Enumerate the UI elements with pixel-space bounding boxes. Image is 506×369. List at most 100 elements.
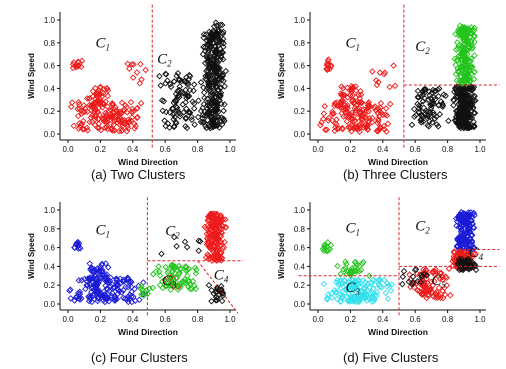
scatter-point-red — [77, 63, 85, 71]
scatter-point-blue — [136, 296, 143, 303]
scatter-point-red — [70, 122, 78, 130]
scatter-point-black — [466, 110, 473, 118]
scatter-point-black — [217, 53, 225, 60]
scatter-point-cyan — [368, 278, 375, 286]
scatter-point-red — [108, 126, 115, 133]
scatter-point-red — [130, 61, 137, 68]
x-tick-label: 0.6 — [410, 145, 422, 154]
scatter-point-blue — [71, 297, 78, 304]
scatter-point-red — [347, 123, 354, 131]
scatter-point-black — [418, 271, 425, 279]
scatter-point-green — [468, 37, 475, 45]
scatter-point-green — [342, 258, 349, 265]
scatter-point-red — [127, 98, 135, 106]
scatter-point-blue — [102, 292, 109, 300]
scatter-point-red — [92, 84, 99, 92]
scatter-point-green — [176, 269, 183, 277]
scatter-point-red — [125, 118, 133, 125]
scatter-point-black — [199, 51, 207, 58]
scatter-point-red — [124, 60, 131, 68]
scatter-point-red — [207, 225, 215, 233]
scatter-point-red — [338, 97, 346, 104]
scatter-point-green — [360, 258, 367, 266]
scatter-point-red — [216, 213, 223, 221]
scatter-point-green — [457, 31, 465, 38]
scatter-point-black — [415, 93, 423, 101]
scatter-point-black — [433, 113, 440, 120]
scatter-point-green — [452, 30, 459, 38]
y-tick-label: 0.8 — [44, 225, 56, 234]
scatter-point-red — [436, 269, 444, 277]
scatter-point-red — [94, 89, 101, 96]
scatter-point-black — [465, 98, 473, 105]
scatter-point-black — [419, 118, 427, 125]
scatter-point-black — [174, 69, 182, 77]
scatter-point-red — [433, 288, 440, 296]
scatter-point-red — [133, 114, 141, 122]
scatter-point-black — [182, 123, 189, 130]
scatter-point-black — [169, 111, 177, 118]
scatter-point-black — [205, 78, 212, 85]
scatter-point-red — [379, 111, 386, 119]
scatter-point-red — [74, 105, 81, 113]
cluster-label: C2 — [415, 39, 430, 56]
scatter-point-black — [470, 97, 478, 105]
scatter-point-green — [163, 282, 170, 290]
scatter-point-black — [182, 99, 189, 106]
scatter-point-cyan — [320, 280, 328, 288]
scatter-point-green — [184, 266, 191, 274]
scatter-point-black — [212, 106, 219, 113]
scatter-point-red — [105, 107, 113, 114]
x-tick-label: 0.4 — [127, 315, 139, 324]
scatter-point-black — [160, 98, 168, 105]
scatter-point-black — [173, 120, 180, 127]
scatter-point-green — [359, 260, 366, 267]
scatter-point-red — [375, 127, 382, 134]
scatter-point-black — [423, 272, 430, 279]
scatter-point-black — [214, 87, 221, 94]
x-tick-label: 0.6 — [160, 315, 172, 324]
x-tick-label: 0.8 — [442, 145, 454, 154]
cluster-label: C3 — [162, 273, 177, 290]
scatter-point-green — [357, 266, 365, 274]
scatter-point-blue — [103, 271, 111, 278]
scatter-point-green — [193, 266, 200, 274]
scatter-point-red — [209, 213, 217, 221]
scatter-point-black — [158, 250, 165, 258]
scatter-point-black — [414, 100, 421, 108]
scatter-point-black — [190, 100, 198, 107]
scatter-point-black — [212, 46, 220, 54]
scatter-point-red — [91, 115, 99, 123]
scatter-point-black — [205, 281, 213, 289]
scatter-point-black — [463, 115, 470, 122]
scatter-point-green — [334, 262, 341, 270]
x-tick-label: 0.0 — [312, 315, 324, 324]
y-tick-label: 1.0 — [44, 16, 56, 25]
scatter-point-black — [209, 68, 216, 76]
scatter-point-black — [200, 119, 208, 126]
scatter-point-red — [372, 107, 380, 114]
scatter-point-green — [463, 36, 470, 44]
scatter-point-blue — [463, 220, 471, 227]
cluster-label: C1 — [346, 35, 361, 52]
scatter-point-red — [380, 122, 388, 130]
scatter-point-blue — [124, 275, 132, 282]
scatter-point-black — [412, 265, 420, 273]
scatter-point-blue — [128, 288, 135, 296]
scatter-point-black — [212, 101, 220, 108]
scatter-point-red — [78, 57, 86, 65]
scatter-point-red — [76, 105, 83, 112]
x-tick-label: 0.4 — [377, 315, 389, 324]
scatter-point-black — [442, 92, 449, 100]
scatter-point-blue — [67, 286, 74, 293]
scatter-point-red — [354, 114, 361, 122]
scatter-point-cyan — [352, 293, 360, 300]
scatter-point-green — [323, 247, 330, 254]
scatter-point-red — [109, 127, 117, 134]
scatter-point-black — [206, 39, 213, 47]
scatter-point-red — [129, 74, 137, 81]
scatter-point-blue — [91, 266, 98, 273]
scatter-point-red — [101, 117, 109, 125]
scatter-point-red — [384, 120, 392, 127]
scatter-point-black — [174, 93, 181, 101]
